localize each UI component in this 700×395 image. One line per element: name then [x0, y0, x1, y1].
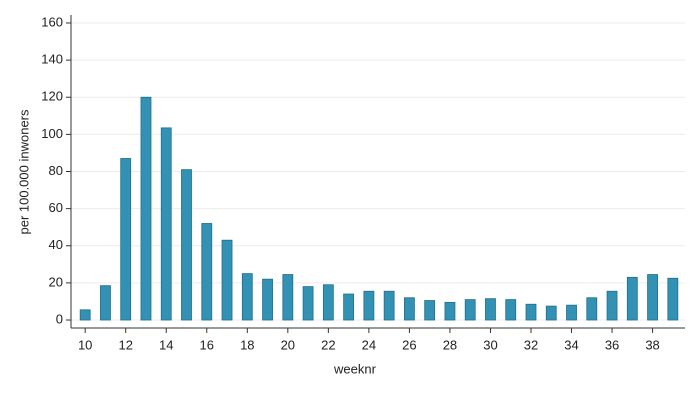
- bar: [566, 304, 577, 321]
- bar: [464, 299, 476, 321]
- bar: [160, 127, 172, 321]
- bar: [383, 290, 395, 321]
- bar: [221, 239, 233, 321]
- bar: [667, 277, 679, 321]
- x-tick-label: 36: [605, 337, 619, 352]
- y-tick-label: 40: [49, 237, 63, 252]
- bar: [404, 297, 415, 321]
- y-tick-label: 0: [56, 311, 63, 326]
- x-tick-label: 34: [564, 337, 578, 352]
- bar: [444, 301, 456, 321]
- x-tick-label: 10: [78, 337, 92, 352]
- bar: [262, 278, 273, 321]
- x-tick-label: 30: [483, 337, 497, 352]
- x-tick-label: 16: [200, 337, 214, 352]
- bar: [343, 293, 355, 321]
- bar: [302, 286, 314, 321]
- x-tick-label: 18: [240, 337, 254, 352]
- bar: [241, 273, 253, 321]
- bar: [79, 309, 91, 321]
- y-tick-label: 140: [41, 52, 63, 67]
- y-tick-label: 60: [49, 200, 63, 215]
- bar: [181, 169, 192, 321]
- x-tick-label: 12: [118, 337, 132, 352]
- y-tick-label: 20: [49, 274, 63, 289]
- x-tick-label: 14: [159, 337, 173, 352]
- x-tick-label: 24: [362, 337, 376, 352]
- bar: [606, 290, 618, 321]
- bar: [322, 284, 334, 321]
- bar: [120, 158, 132, 321]
- x-tick-label: 20: [281, 337, 295, 352]
- bar: [545, 305, 557, 321]
- x-tick-label: 22: [321, 337, 335, 352]
- x-tick-label: 32: [524, 337, 538, 352]
- bar: [100, 285, 111, 321]
- bar: [586, 297, 598, 321]
- y-tick-label: 100: [41, 126, 63, 141]
- x-tick-label: 28: [443, 337, 457, 352]
- x-tick-label: 26: [402, 337, 416, 352]
- bar: [363, 290, 375, 321]
- bar: [485, 298, 496, 321]
- x-axis-title: weeknr: [333, 361, 377, 376]
- bar: [140, 96, 152, 321]
- bar: [626, 276, 638, 321]
- bar: [647, 274, 658, 321]
- y-tick-label: 160: [41, 14, 63, 29]
- y-tick-label: 80: [49, 163, 63, 178]
- bar: [201, 223, 213, 321]
- bar: [525, 303, 537, 321]
- bar: [505, 299, 517, 321]
- x-tick-label: 38: [645, 337, 659, 352]
- y-tick-label: 120: [41, 89, 63, 104]
- bar: [282, 274, 294, 321]
- y-axis-title: per 100.000 inwoners: [16, 109, 31, 235]
- bar: [424, 300, 436, 321]
